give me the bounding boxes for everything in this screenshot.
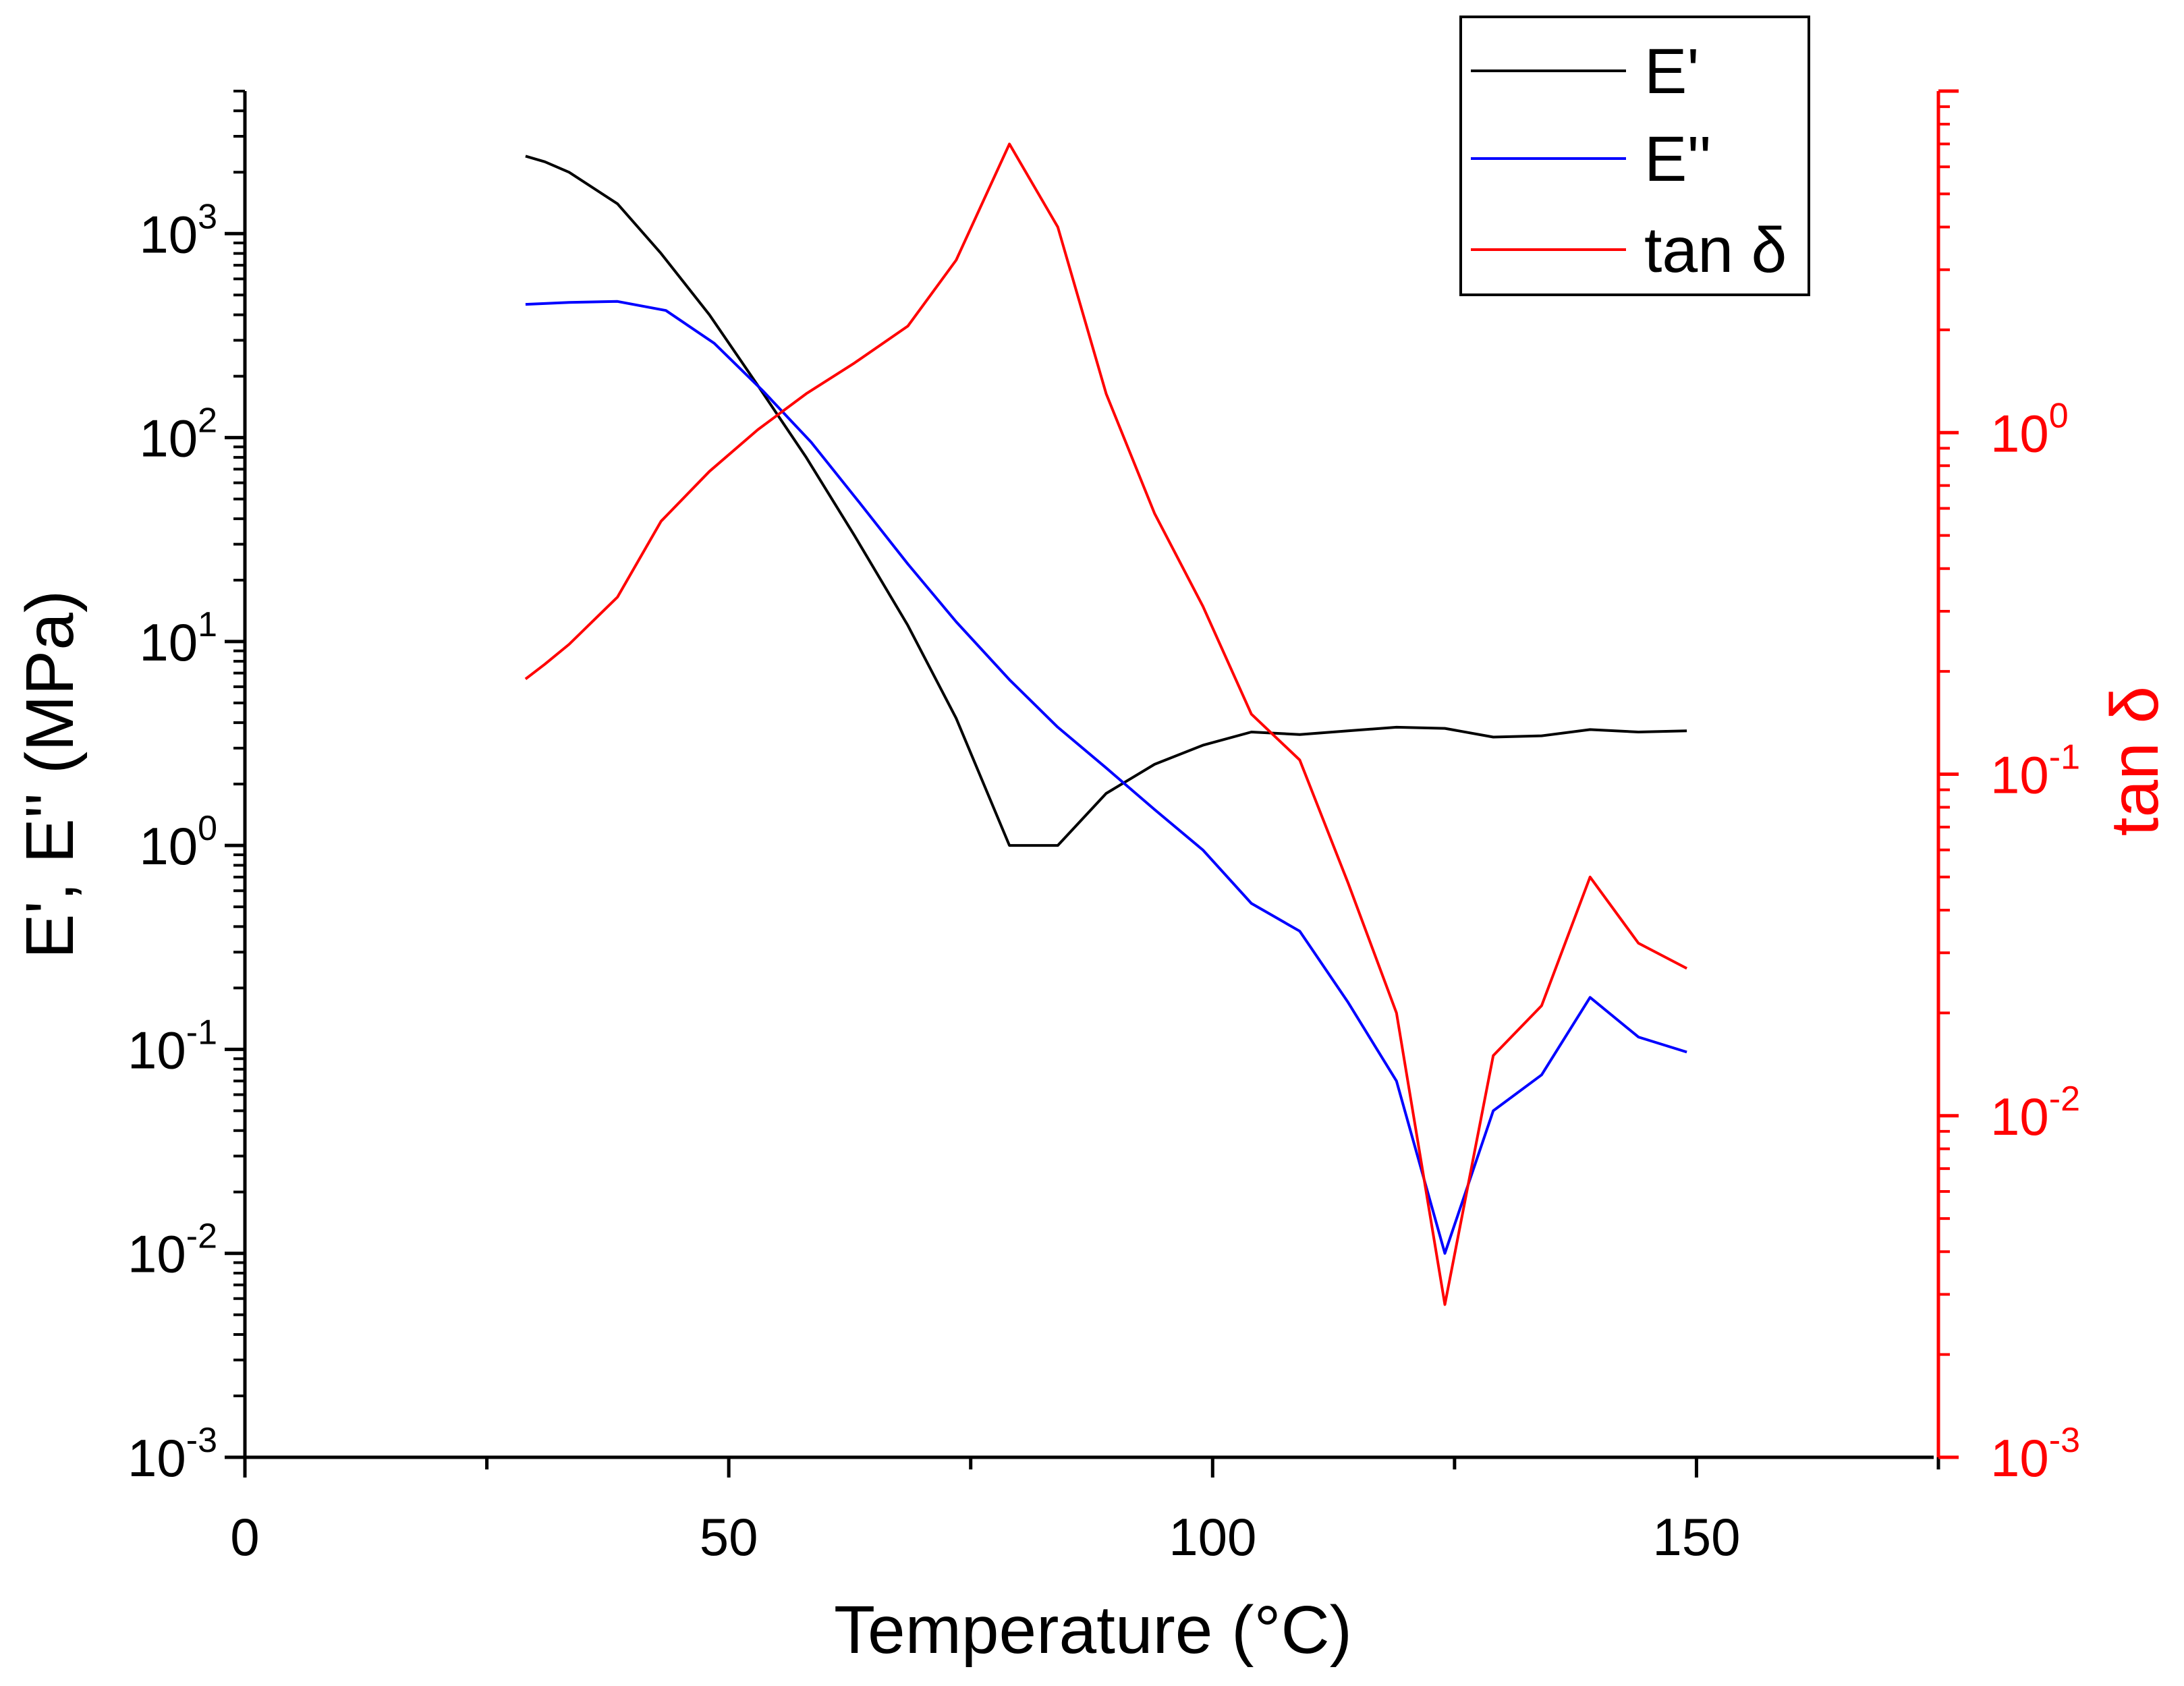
y-tick-label-base: 10 [128,1428,186,1488]
y-tick-label-exponent: -3 [186,1421,217,1460]
y2-tick-label-base: 10 [1990,746,2049,805]
series-line-e-prime [525,154,1687,847]
x-tick-label: 150 [1652,1507,1740,1567]
x-tick-label: 100 [1169,1507,1256,1567]
y2-tick-label-exponent: 0 [2049,396,2069,435]
y-tick-label: 10-2 [128,1217,217,1284]
y2-tick-label-base: 10 [1990,1428,2049,1488]
x-axis-label: Temperature (°C) [834,1592,1352,1668]
series-line-e-double-prime [525,300,1687,1255]
y-tick-label: 100 [139,809,217,876]
y2-tick-label-base: 10 [1990,403,2049,463]
y-tick-label: 101 [139,605,217,672]
y2-tick-label-base: 10 [1990,1087,2049,1146]
legend-label-e-prime: E' [1644,36,1700,107]
y2-tick-label: 10-3 [1990,1421,2080,1488]
y-tick-label: 10-1 [128,1013,217,1079]
legend-label-tan-delta: tan δ [1644,215,1787,286]
y2-axis-label: tan δ [2097,686,2173,836]
x-ticks: 0 50 100 150 [230,1457,1940,1567]
y-tick-label: 102 [139,401,217,468]
y-tick-label-exponent: 3 [198,197,217,236]
y-tick-label: 10-3 [128,1421,217,1488]
legend: E' E'' tan δ [1459,16,1810,296]
y-axis-label: E', E'' (MPa) [12,590,88,959]
y-tick-label-base: 10 [128,1020,186,1079]
y-tick-label-base: 10 [128,1225,186,1284]
y-tick-label-exponent: -2 [186,1217,217,1256]
y2-tick-label: 10-2 [1990,1079,2080,1146]
y2-tick-label-exponent: -3 [2049,1421,2080,1460]
x-tick-label: 0 [230,1507,259,1567]
x-tick-label: 50 [700,1507,758,1567]
y-tick-label-base: 10 [139,409,198,468]
y-tick-label-exponent: 0 [198,809,217,848]
y-tick-label-base: 10 [139,613,198,672]
y2-tick-label-exponent: -1 [2049,738,2080,777]
y-tick-label-exponent: 1 [198,605,217,644]
series-lines [524,142,1688,1306]
y2-tick-label-exponent: -2 [2049,1079,2080,1119]
y-tick-label: 103 [139,197,217,264]
y2-tick-label: 100 [1990,396,2069,463]
y2-tick-label: 10-1 [1990,738,2080,805]
y-tick-label-exponent: 2 [198,401,217,441]
series-line-tan-delta [524,142,1688,1306]
y-tick-label-base: 10 [139,816,198,876]
y-tick-label-base: 10 [139,204,198,264]
y-tick-label-exponent: -1 [186,1013,217,1052]
legend-label-e-double-prime: E'' [1644,123,1712,195]
